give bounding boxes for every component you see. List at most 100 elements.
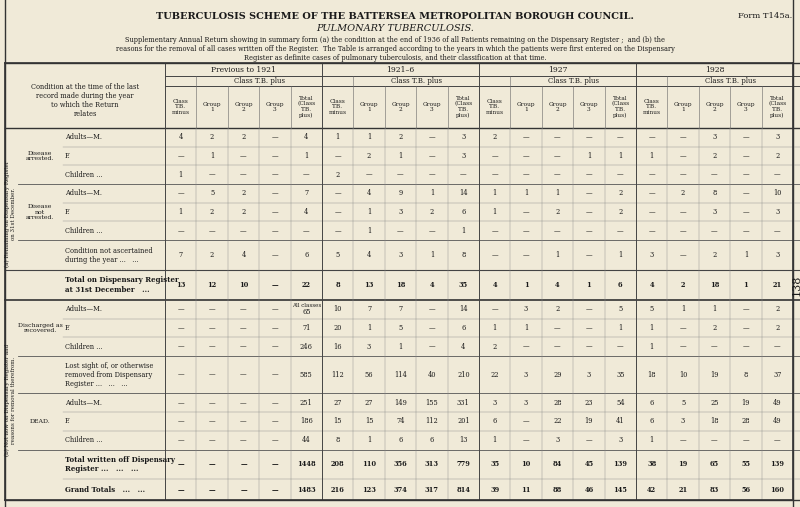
Text: 39: 39 [490,486,499,494]
Text: 112: 112 [331,371,344,379]
Text: —: — [429,133,435,141]
Text: 1921–6: 1921–6 [386,65,414,74]
Text: —: — [178,460,184,468]
Text: 11: 11 [522,486,531,494]
Text: 1: 1 [367,133,371,141]
Text: —: — [491,227,498,235]
Text: 2: 2 [775,324,779,332]
Text: 3: 3 [555,436,560,444]
Text: —: — [240,460,247,468]
Text: —: — [271,417,278,425]
Text: 18: 18 [710,417,718,425]
Text: 10: 10 [239,281,248,289]
Text: —: — [586,251,592,259]
Text: Form T145a.: Form T145a. [738,12,792,20]
Text: —: — [586,343,592,351]
Text: 1448: 1448 [297,460,316,468]
Text: —: — [334,208,341,216]
Text: —: — [209,305,215,313]
Text: Children ...: Children ... [65,171,102,179]
Text: 4: 4 [650,281,654,289]
Text: Class
T.B.
minus: Class T.B. minus [172,99,190,115]
Text: Register as definite cases of pulmonary tuberculosis, and their classification a: Register as definite cases of pulmonary … [244,54,546,62]
Text: —: — [742,324,750,332]
Text: —: — [240,171,247,179]
Text: 28: 28 [554,399,562,407]
Text: 22: 22 [554,417,562,425]
Text: 216: 216 [330,486,345,494]
Text: —: — [178,371,184,379]
Text: —: — [240,227,247,235]
Text: Adults—M.: Adults—M. [65,133,102,141]
Text: 10: 10 [522,460,530,468]
Text: —: — [178,417,184,425]
Text: —: — [209,417,215,425]
Text: —: — [209,343,215,351]
Text: —: — [271,152,278,160]
Text: 5: 5 [210,190,214,197]
Text: —: — [429,343,435,351]
Text: —: — [429,152,435,160]
Text: Disease
not
arrested.: Disease not arrested. [26,204,54,221]
Text: —: — [240,343,247,351]
Text: 21: 21 [773,281,782,289]
Text: 1: 1 [493,436,497,444]
Text: 13: 13 [176,281,186,289]
Text: 313: 313 [425,460,439,468]
Text: 1: 1 [524,190,528,197]
Text: PULMONARY TUBERCULOSIS.: PULMONARY TUBERCULOSIS. [316,24,474,33]
Text: 19: 19 [585,417,593,425]
Text: Class
T.B.
minus: Class T.B. minus [642,99,661,115]
Text: —: — [586,324,592,332]
Text: —: — [271,133,278,141]
Text: 25: 25 [710,399,718,407]
Text: 1: 1 [618,152,622,160]
Text: —: — [774,436,781,444]
Text: —: — [680,251,686,259]
Text: —: — [648,208,655,216]
Text: 4: 4 [242,251,246,259]
Text: —: — [617,227,624,235]
Text: 56: 56 [365,371,374,379]
Text: —: — [271,305,278,313]
Text: —: — [711,436,718,444]
Text: 10: 10 [773,190,782,197]
Text: Group
3: Group 3 [580,101,598,113]
Text: Class T.B. plus: Class T.B. plus [234,77,285,85]
Text: 210: 210 [457,371,470,379]
Text: —: — [522,343,530,351]
Text: 1: 1 [210,152,214,160]
Text: —: — [522,171,530,179]
Text: 112: 112 [426,417,438,425]
Text: —: — [178,152,184,160]
Text: Class T.B. plus: Class T.B. plus [705,77,756,85]
Text: —: — [429,305,435,313]
Text: —: — [554,324,561,332]
Text: —: — [303,171,310,179]
Text: F.: F. [65,152,70,160]
Text: —: — [209,436,215,444]
Text: 2: 2 [242,208,246,216]
Text: 41: 41 [616,417,625,425]
Text: 2: 2 [681,281,686,289]
Text: —: — [774,343,781,351]
Text: TUBERCULOSIS SCHEME OF THE BATTERSEA METROPOLITAN BOROUGH COUNCIL.: TUBERCULOSIS SCHEME OF THE BATTERSEA MET… [156,12,634,21]
Text: 71: 71 [302,324,310,332]
Text: Class T.B. plus: Class T.B. plus [390,77,442,85]
Text: 3: 3 [493,399,497,407]
Text: 2: 2 [367,152,371,160]
Text: Group
1: Group 1 [517,101,535,113]
Text: Children ...: Children ... [65,436,102,444]
Text: 1: 1 [555,251,560,259]
Text: —: — [209,460,215,468]
Text: 2: 2 [618,190,622,197]
Text: 149: 149 [394,399,407,407]
Text: 40: 40 [428,371,436,379]
Text: 8: 8 [335,436,340,444]
Text: 6: 6 [461,208,466,216]
Text: Previous to 1921: Previous to 1921 [211,65,276,74]
Text: 19: 19 [678,460,688,468]
Text: —: — [742,190,750,197]
Text: —: — [240,305,247,313]
Text: 1: 1 [178,171,183,179]
